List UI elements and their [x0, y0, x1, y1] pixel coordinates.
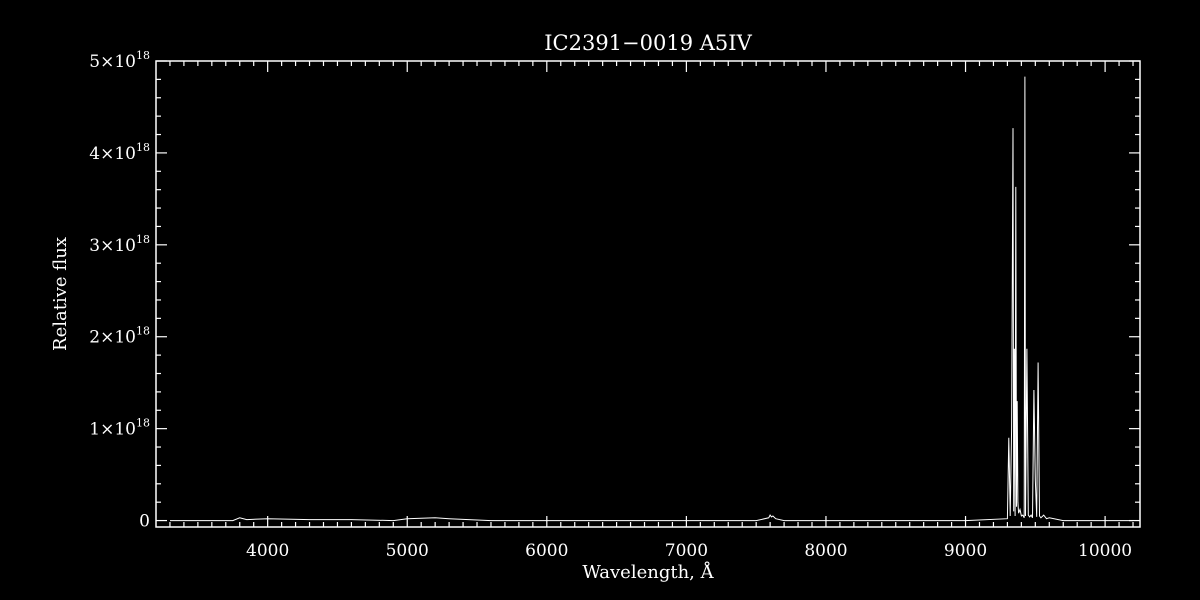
y-tick-base: 0 [139, 512, 150, 532]
y-tick-label: 4×1018 [89, 141, 150, 164]
y-tick-base: 5×10 [89, 52, 136, 72]
x-axis-label: Wavelength, Å [582, 561, 714, 583]
y-tick-exponent: 18 [136, 325, 150, 338]
y-tick-base: 1×10 [89, 420, 136, 440]
x-tick-label: 7000 [665, 541, 708, 561]
y-tick-base: 4×10 [89, 144, 136, 164]
x-tick-labels: 4000 5000 6000 7000 8000 9000 10000 [246, 541, 1132, 561]
y-tick-exponent: 18 [136, 49, 150, 62]
x-tick-label: 6000 [525, 541, 568, 561]
x-tick-label: 8000 [804, 541, 847, 561]
plot-frame [155, 60, 1141, 528]
chart-title: IC2391−0019 A5IV [544, 31, 752, 55]
y-tick-label: 3×1018 [89, 233, 150, 256]
y-tick-base: 2×10 [89, 328, 136, 348]
y-tick-label: 1×1018 [89, 417, 150, 440]
y-tick-label: 0 [139, 512, 150, 532]
x-tick-label: 4000 [246, 541, 289, 561]
y-tick-label: 5×1018 [89, 49, 150, 72]
y-tick-exponent: 18 [136, 141, 150, 154]
y-tick-label: 2×1018 [89, 325, 150, 348]
y-tick-exponent: 18 [136, 233, 150, 246]
y-axis-label: Relative flux [50, 237, 71, 351]
axis-ticks [156, 60, 1140, 527]
y-tick-base: 3×10 [89, 236, 136, 256]
spectrum-line [170, 76, 1133, 522]
x-tick-label: 10000 [1078, 541, 1132, 561]
x-tick-label: 9000 [944, 541, 987, 561]
y-tick-exponent: 18 [136, 417, 150, 430]
x-tick-label: 5000 [386, 541, 429, 561]
